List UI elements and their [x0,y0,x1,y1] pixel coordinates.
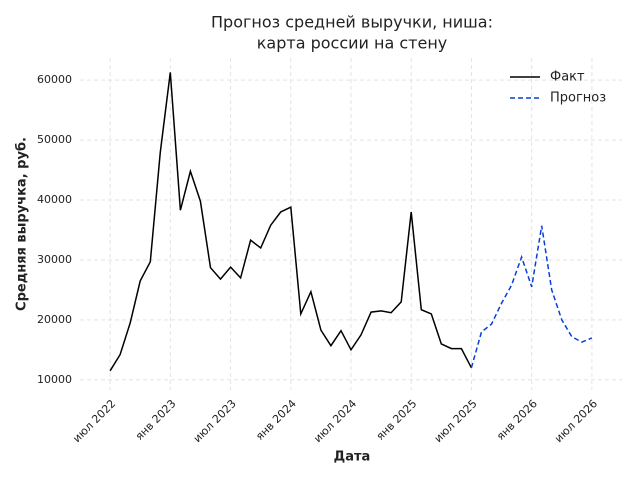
x-tick-label: июл 2026 [552,397,600,445]
x-tick-label: янв 2023 [133,397,179,443]
chart-title: Прогноз средней выручки, ниша: [211,13,493,32]
x-tick-label: янв 2026 [494,397,540,443]
data-line [470,225,593,369]
y-tick-label: 20000 [37,313,72,326]
x-tick-label: июл 2022 [70,397,118,445]
y-tick-label: 10000 [37,373,72,386]
legend-label: Прогноз [550,91,606,106]
y-tick-label: 30000 [37,253,72,266]
y-axis-label: Средняя выручка, руб. [15,137,30,311]
x-tick-label: июл 2023 [191,397,239,445]
data-line [109,72,473,372]
x-tick-label: янв 2024 [253,397,299,443]
x-tick-label: янв 2025 [374,397,420,443]
x-tick-label: июл 2024 [311,397,359,445]
y-tick-label: 50000 [37,133,72,146]
x-tick-label: июл 2025 [432,397,480,445]
x-axis-label: Дата [334,450,371,465]
y-tick-label: 60000 [37,73,72,86]
chart-title: карта россии на стену [257,34,448,53]
legend-label: Факт [550,70,585,85]
y-tick-label: 40000 [37,193,72,206]
